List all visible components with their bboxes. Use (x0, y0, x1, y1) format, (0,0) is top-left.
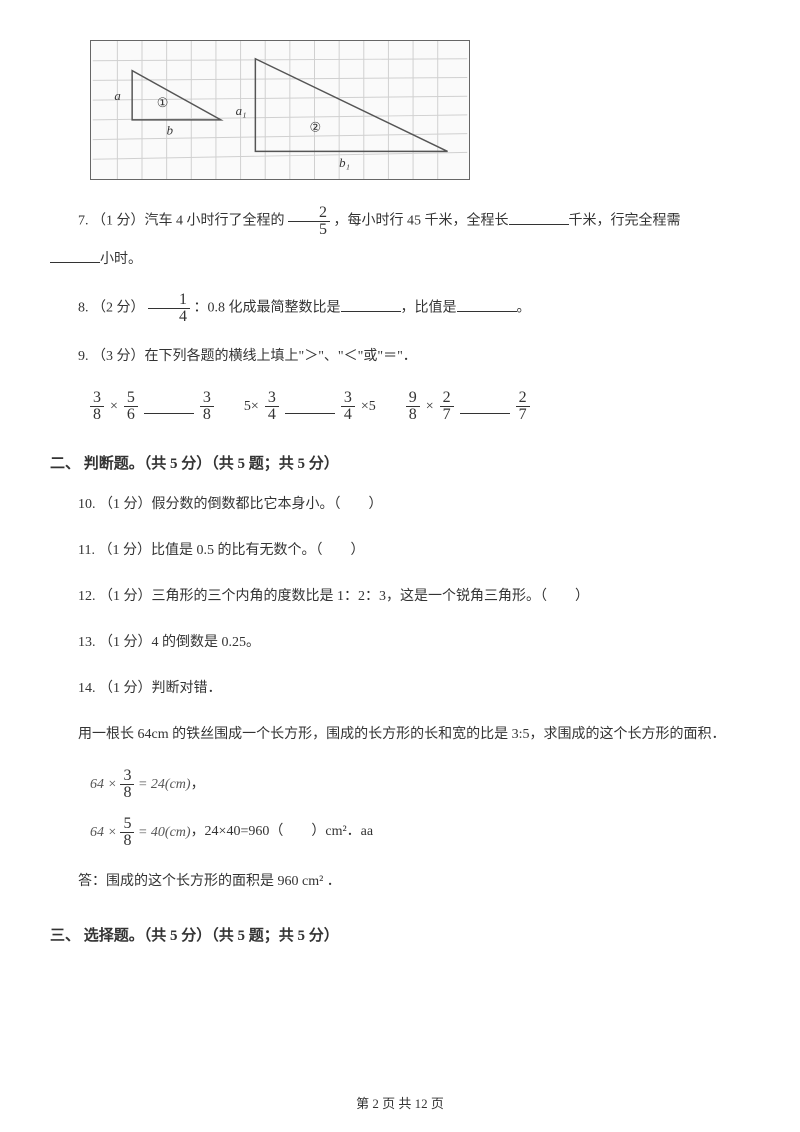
question-9: 9. （3 分）在下列各题的横线上填上"＞"、"＜"或"＝"． (50, 343, 750, 371)
q9-group2: 5× 34 34 ×5 (244, 389, 376, 424)
q14-eq2: 64 × 58 = 40(cm)，24×40=960（ ）cm²．aa (90, 814, 750, 849)
q8-fraction: 1 4 (148, 292, 190, 325)
diagram-svg: a b ① a₁ b₁ ② (91, 41, 469, 179)
q9-blank1[interactable] (144, 400, 194, 414)
q8-mid2: ，比值是 (401, 301, 457, 316)
label-circle2: ② (310, 121, 321, 135)
question-7: 7. （1 分）汽车 4 小时行了全程的 2 5 ，每小时行 45 千米，全程长… (50, 205, 750, 238)
label-circle1: ① (157, 96, 168, 110)
q14-eq1: 64 × 38 = 24(cm)， (90, 767, 750, 802)
q7-text1: 7. （1 分）汽车 4 小时行了全程的 (78, 214, 288, 229)
q8-blank2[interactable] (457, 298, 517, 312)
q9-group3: 98 × 27 27 (406, 389, 530, 424)
q9-comparisons: 38 × 56 38 5× 34 34 ×5 98 × 27 27 (90, 389, 750, 424)
q8-suffix: 。 (517, 301, 531, 316)
q8-mid1: ：0.8 化成最简整数比是 (194, 301, 341, 316)
triangles-diagram: a b ① a₁ b₁ ② (90, 40, 470, 180)
q9-group1: 38 × 56 38 (90, 389, 214, 424)
q7-text4: 小时。 (100, 252, 142, 267)
q8-blank1[interactable] (341, 298, 401, 312)
question-14-line2: 用一根长 64cm 的铁丝围成一个长方形，围成的长方形的长和宽的比是 3:5，求… (50, 721, 750, 749)
question-14-line1: 14. （1 分）判断对错． (50, 675, 750, 703)
label-a1: a₁ (236, 104, 247, 118)
q14-answer: 答：围成的这个长方形的面积是 960 cm² ． (50, 868, 750, 896)
question-12: 12. （1 分）三角形的三个内角的度数比是 1：2：3，这是一个锐角三角形。（… (50, 583, 750, 611)
q8-prefix: 8. （2 分） (78, 301, 145, 316)
label-b1: b₁ (339, 156, 350, 170)
label-a: a (114, 89, 120, 103)
q9-text: 9. （3 分）在下列各题的横线上填上"＞"、"＜"或"＝"． (78, 349, 417, 364)
q9-blank3[interactable] (460, 400, 510, 414)
question-7-line2: 小时。 (50, 246, 750, 274)
section-2-header: 二、 判断题。（共 5 分）（共 5 题；共 5 分） (50, 452, 750, 473)
q7-blank1[interactable] (509, 211, 569, 225)
question-11: 11. （1 分）比值是 0.5 的比有无数个。（ ） (50, 537, 750, 565)
section-3-header: 三、 选择题。（共 5 分）（共 5 题；共 5 分） (50, 924, 750, 945)
question-8: 8. （2 分） 1 4 ：0.8 化成最简整数比是 ，比值是 。 (50, 292, 750, 325)
question-13: 13. （1 分）4 的倒数是 0.25。 (50, 629, 750, 657)
label-b: b (167, 124, 174, 138)
q9-blank2[interactable] (285, 400, 335, 414)
q7-fraction: 2 5 (288, 205, 330, 238)
q7-text2: ，每小时行 45 千米，全程长 (334, 214, 509, 229)
q7-blank2[interactable] (50, 249, 100, 263)
question-10: 10. （1 分）假分数的倒数都比它本身小。（ ） (50, 491, 750, 519)
q7-text3: 千米，行完全程需 (569, 214, 681, 229)
page-footer: 第 2 页 共 12 页 (0, 1093, 800, 1112)
